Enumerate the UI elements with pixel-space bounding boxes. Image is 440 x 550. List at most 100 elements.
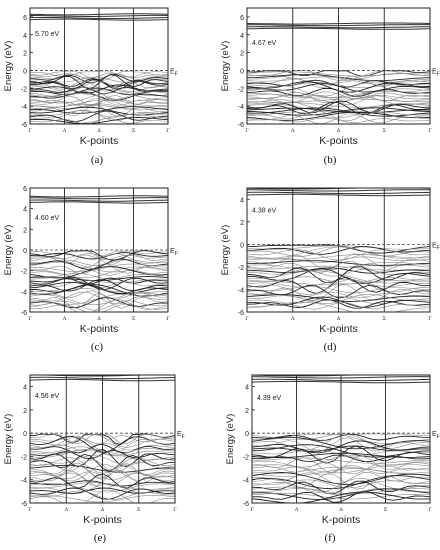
y-tick-label: 0	[23, 248, 27, 255]
x-tick-label: Λ	[62, 316, 67, 322]
conduction-band	[30, 373, 175, 374]
y-tick-label: -6	[21, 501, 27, 508]
y-tick-label: -4	[21, 104, 27, 111]
chart-panel-3: -6 -4 -2 0 2 4 6 Γ Λ Δ Σ Γ Energy (eV) K-points 4.60 e…	[3, 186, 178, 353]
x-tick-label: Σ	[137, 507, 141, 513]
y-axis-label: Energy (eV)	[220, 225, 231, 276]
y-tick-label: 0	[245, 431, 249, 438]
y-tick-label: -2	[21, 86, 27, 93]
panel-label: (c)	[91, 341, 104, 353]
x-tick-label: Δ	[97, 128, 101, 134]
y-axis-label: Energy (eV)	[3, 41, 14, 92]
x-axis-label: K-points	[80, 135, 119, 147]
x-axis-label: K-points	[83, 514, 122, 526]
x-tick-label: Γ	[166, 128, 170, 134]
x-tick-label: Γ	[28, 316, 32, 322]
chart-panel-1: -6 -4 -2 0 2 4 6 Γ Λ Δ Σ Γ Energy (eV) K-points 5.70 e…	[3, 7, 178, 166]
y-tick-label: 4	[240, 197, 244, 204]
y-tick-label: -6	[243, 501, 249, 508]
fermi-label: EF	[170, 248, 178, 257]
x-axis-label: K-points	[80, 323, 119, 335]
y-axis-label: Energy (eV)	[220, 41, 231, 92]
x-tick-label: Γ	[28, 128, 32, 134]
y-tick-label: -6	[238, 310, 244, 317]
panel-label: (e)	[94, 532, 107, 544]
x-axis-label: K-points	[319, 135, 358, 147]
y-tick-label: -6	[238, 122, 244, 129]
x-tick-label: Γ	[245, 316, 249, 322]
y-tick-label: -2	[238, 265, 244, 272]
fermi-label: EF	[432, 68, 440, 77]
y-tick-label: -2	[21, 454, 27, 461]
y-tick-label: 2	[23, 51, 27, 58]
chart-panel-2: -6 -4 -2 0 2 4 6 Γ Λ Δ Σ Γ Energy (eV) K-points 4.67 e…	[220, 7, 440, 166]
x-tick-label: Γ	[428, 507, 432, 513]
band-gap-label: 4.60 eV	[35, 215, 59, 222]
x-tick-label: Λ	[290, 316, 295, 322]
plot-frame	[29, 7, 169, 125]
x-tick-label: Γ	[428, 128, 432, 134]
plot-frame	[251, 374, 431, 504]
y-tick-label: 4	[23, 207, 27, 214]
y-tick-label: 4	[240, 33, 244, 40]
x-tick-label: Δ	[101, 507, 105, 513]
x-tick-label: Λ	[62, 128, 67, 134]
y-tick-label: 0	[240, 242, 244, 249]
x-tick-label: Σ	[382, 316, 386, 322]
fermi-label: EF	[177, 431, 185, 440]
y-tick-label: 2	[245, 408, 249, 415]
x-tick-label: Σ	[132, 316, 136, 322]
x-tick-label: Γ	[245, 128, 249, 134]
x-tick-label: Γ	[173, 507, 177, 513]
chart-panel-6: -6 -4 -2 0 2 4 Γ Λ Δ Σ Γ Energy (eV) K-points 4.39 eV…	[225, 374, 440, 544]
chart-panel-4: -6 -4 -2 0 2 4 Γ Λ Δ Σ Γ Energy (eV) K-points 4.38 eV…	[220, 187, 440, 353]
y-tick-label: 4	[245, 385, 249, 392]
y-tick-label: 4	[23, 33, 27, 40]
y-tick-label: -4	[243, 478, 249, 485]
y-tick-label: -4	[21, 478, 27, 485]
y-tick-label: 6	[23, 186, 27, 193]
y-axis-label: Energy (eV)	[3, 414, 14, 465]
valence-band	[30, 303, 168, 312]
chart-panel-5: -6 -4 -2 0 2 4 Γ Λ Δ Σ Γ Energy (eV) K-points 4.56 eV…	[3, 373, 185, 544]
x-tick-label: Γ	[166, 316, 170, 322]
y-tick-label: 6	[23, 15, 27, 22]
panel-label: (a)	[91, 154, 104, 166]
y-tick-label: -2	[21, 269, 27, 276]
x-tick-label: Λ	[294, 507, 299, 513]
panel-label: (d)	[324, 341, 337, 353]
x-tick-label: Σ	[384, 507, 388, 513]
y-tick-label: -4	[238, 287, 244, 294]
x-tick-label: Γ	[28, 507, 32, 513]
x-tick-label: Δ	[97, 316, 101, 322]
x-tick-label: Δ	[337, 316, 341, 322]
y-tick-label: 2	[23, 227, 27, 234]
y-tick-label: 4	[23, 385, 27, 392]
y-tick-label: 2	[23, 408, 27, 415]
fermi-label: EF	[170, 68, 178, 77]
y-tick-label: -2	[243, 454, 249, 461]
y-tick-label: 0	[23, 68, 27, 75]
x-axis-label: K-points	[319, 323, 358, 335]
plot-frame	[246, 187, 431, 313]
band-gap-label: 4.56 eV	[35, 393, 59, 400]
x-tick-label: Δ	[337, 128, 341, 134]
plot-frame	[246, 7, 431, 125]
plot-frame	[29, 374, 176, 504]
panel-label: (b)	[324, 154, 337, 166]
y-tick-label: -2	[238, 86, 244, 93]
x-axis-label: K-points	[322, 514, 361, 526]
fermi-label: EF	[432, 242, 440, 251]
band-gap-label: 4.39 eV	[257, 395, 281, 402]
x-tick-label: Γ	[250, 507, 254, 513]
y-tick-label: 2	[240, 51, 244, 58]
y-axis-label: Energy (eV)	[225, 414, 236, 465]
x-tick-label: Λ	[63, 507, 68, 513]
y-axis-label: Energy (eV)	[3, 225, 14, 276]
y-tick-label: 0	[23, 431, 27, 438]
y-tick-label: 2	[240, 220, 244, 227]
x-tick-label: Λ	[290, 128, 295, 134]
band-gap-label: 5.70 eV	[35, 31, 59, 38]
band-gap-label: 4.67 eV	[252, 40, 276, 47]
x-tick-label: Σ	[132, 128, 136, 134]
